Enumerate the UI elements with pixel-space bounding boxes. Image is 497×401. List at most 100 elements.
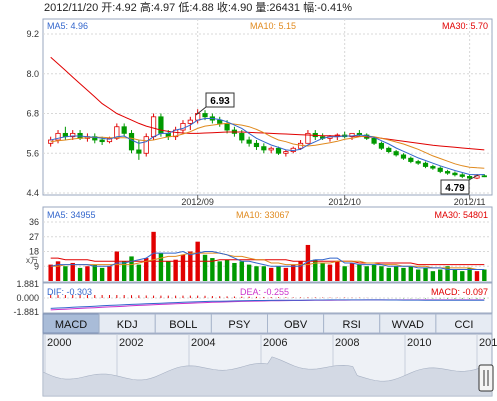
timeline-handle[interactable] <box>478 364 494 392</box>
volume-bar <box>129 256 134 281</box>
volume-ma-lines <box>50 250 485 270</box>
volume-bar <box>291 264 296 281</box>
volume-bar <box>232 262 237 281</box>
candle-body <box>261 146 267 151</box>
volume-bar <box>210 258 215 281</box>
tab-label: MACD <box>55 319 87 331</box>
price-panel-frame <box>42 18 493 196</box>
candle-body <box>70 132 76 138</box>
volume-y-tick: 27 <box>29 232 39 242</box>
volume-bar <box>379 266 384 281</box>
timeline-year: 2002 <box>119 337 143 349</box>
volume-bar <box>202 254 208 281</box>
volume-bar <box>77 267 83 281</box>
volume-bar <box>136 264 142 281</box>
price-ma30-label: MA30: 5.70 <box>442 21 488 31</box>
candle-body <box>224 123 230 131</box>
volume-bar <box>99 267 105 281</box>
candle-body <box>481 175 487 178</box>
candle-body <box>158 116 164 134</box>
tab-cci[interactable] <box>435 313 493 334</box>
volume-bar <box>151 231 156 281</box>
candle-body <box>180 123 186 131</box>
volume-bar <box>452 269 458 281</box>
annotation-low-text: 4.79 <box>445 183 465 194</box>
tab-label: OBV <box>284 319 308 331</box>
volume-bar <box>107 266 112 281</box>
candle-body <box>349 132 355 138</box>
candle-body <box>99 139 105 143</box>
candle-body <box>187 119 193 124</box>
macd-y-tick: 1.881 <box>16 279 39 289</box>
volume-bar <box>357 264 362 281</box>
macd-dif-line <box>50 299 485 309</box>
annotation-low: 4.79 <box>440 174 479 195</box>
candle-body <box>268 147 274 151</box>
price-y-tick: 4.4 <box>26 188 39 198</box>
volume-y-tick: 18 <box>29 247 39 257</box>
timeline-area <box>42 356 493 397</box>
candle-body <box>459 174 465 177</box>
price-ma5-line <box>50 118 485 176</box>
candle-body <box>400 154 407 159</box>
candle-body <box>202 113 208 118</box>
timeline-year: 2008 <box>335 337 359 349</box>
tab-label: PSY <box>228 319 251 331</box>
price-x-tick: 2012/09 <box>181 197 214 207</box>
macd-dif-label: DIF: -0.303 <box>47 287 92 297</box>
candle-body <box>239 132 245 141</box>
volume-bar <box>48 264 53 281</box>
volume-bar <box>158 253 164 281</box>
volume-bar <box>438 269 443 281</box>
price-x-tick: 2012/10 <box>328 197 361 207</box>
candle-body <box>150 116 157 138</box>
price-y-ticks: 9.2 8.0 6.8 5.6 4.4 <box>26 29 39 198</box>
candle-body <box>246 139 252 144</box>
volume-bars <box>48 231 487 281</box>
volume-bar <box>467 267 472 281</box>
timeline-year: 2010 <box>407 337 431 349</box>
timeline-year: 2006 <box>263 337 287 349</box>
volume-bar <box>298 261 303 281</box>
candle-body <box>217 119 223 124</box>
volume-ma10-label: MA10: 33067 <box>236 210 290 220</box>
price-ma10-label: MA10: 5.15 <box>250 21 296 31</box>
volume-bar <box>92 264 97 281</box>
candle-body <box>386 147 392 152</box>
timeline-year: 2004 <box>191 337 215 349</box>
candle-body <box>92 136 98 141</box>
volume-bar <box>70 262 75 281</box>
annotation-high: 6.93 <box>195 92 235 116</box>
volume-bar <box>393 266 399 281</box>
price-x-tick: 2012/11 <box>454 197 486 207</box>
tab-label: RSI <box>343 319 361 331</box>
candle-body <box>121 126 127 134</box>
price-ma-lines <box>50 56 485 176</box>
volume-y-tick: 36 <box>29 217 39 227</box>
volume-bar <box>401 267 406 281</box>
volume-bar <box>430 271 436 281</box>
volume-bar <box>423 267 428 281</box>
candle-body <box>114 126 120 139</box>
macd-y-tick: 0.000 <box>16 293 39 303</box>
candle-body <box>55 132 61 141</box>
volume-bar <box>474 271 480 281</box>
volume-bar <box>349 262 355 281</box>
candle-body <box>444 171 451 174</box>
volume-bar <box>144 258 149 281</box>
volume-bar <box>364 266 369 281</box>
candle-body <box>106 137 113 143</box>
tab-label: CCI <box>454 319 473 331</box>
volume-ma30-label: MA30: 54801 <box>434 210 488 220</box>
volume-bar <box>261 266 267 281</box>
macd-y-tick: -1.881 <box>13 307 39 317</box>
volume-bar <box>305 244 311 281</box>
volume-bar <box>313 259 318 281</box>
volume-grid <box>43 221 492 267</box>
tab-label: KDJ <box>117 319 138 331</box>
tab-label: BOLL <box>169 319 197 331</box>
candle-body <box>415 161 421 164</box>
volume-bar <box>320 262 325 281</box>
volume-bar <box>180 254 186 281</box>
